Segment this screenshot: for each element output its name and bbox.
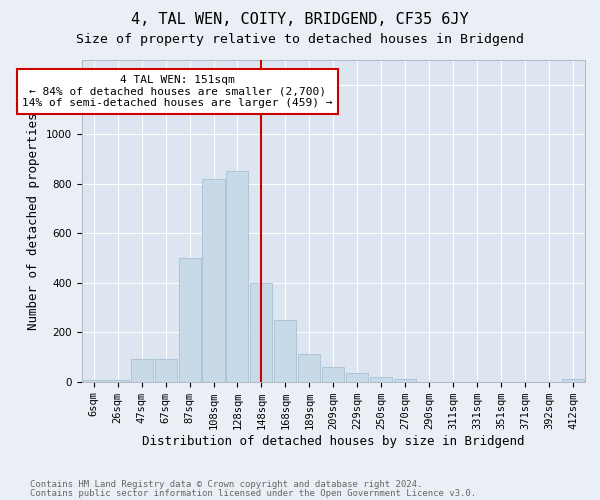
Bar xyxy=(107,380,128,382)
Bar xyxy=(179,258,200,382)
Bar xyxy=(131,360,152,382)
Bar xyxy=(370,377,392,382)
Bar xyxy=(155,360,176,382)
Text: Size of property relative to detached houses in Bridgend: Size of property relative to detached ho… xyxy=(76,32,524,46)
Bar xyxy=(562,379,584,382)
X-axis label: Distribution of detached houses by size in Bridgend: Distribution of detached houses by size … xyxy=(142,434,524,448)
Text: 4 TAL WEN: 151sqm
← 84% of detached houses are smaller (2,700)
14% of semi-detac: 4 TAL WEN: 151sqm ← 84% of detached hous… xyxy=(22,75,333,108)
Y-axis label: Number of detached properties: Number of detached properties xyxy=(27,112,40,330)
Bar xyxy=(83,380,104,382)
Bar xyxy=(346,373,368,382)
Bar xyxy=(202,179,224,382)
Text: Contains public sector information licensed under the Open Government Licence v3: Contains public sector information licen… xyxy=(30,488,476,498)
Bar xyxy=(250,282,272,382)
Bar xyxy=(394,379,416,382)
Bar xyxy=(226,172,248,382)
Bar xyxy=(322,367,344,382)
Bar xyxy=(298,354,320,382)
Text: Contains HM Land Registry data © Crown copyright and database right 2024.: Contains HM Land Registry data © Crown c… xyxy=(30,480,422,489)
Text: 4, TAL WEN, COITY, BRIDGEND, CF35 6JY: 4, TAL WEN, COITY, BRIDGEND, CF35 6JY xyxy=(131,12,469,28)
Bar xyxy=(274,320,296,382)
